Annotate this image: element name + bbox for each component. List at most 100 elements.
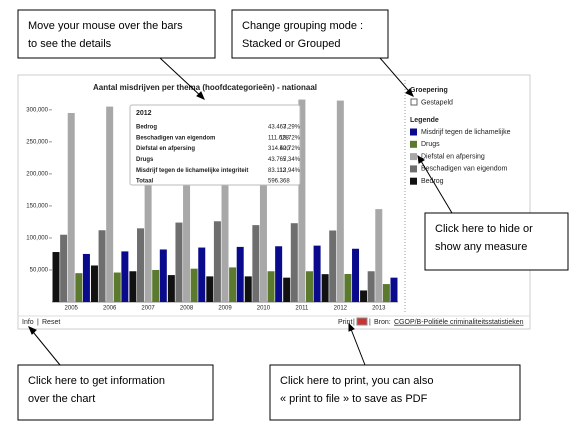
reset-link[interactable]: Reset (42, 319, 60, 326)
callout-text: to see the details (28, 38, 112, 50)
x-tick-label: 2006 (103, 306, 117, 312)
bar[interactable] (90, 265, 98, 302)
bar[interactable] (206, 276, 214, 302)
callout-text: show any measure (435, 241, 527, 253)
stacked-checkbox[interactable] (410, 98, 418, 106)
callout-text: Click here to hide or (435, 223, 533, 235)
bar[interactable] (121, 251, 129, 302)
y-tick-label: 200,000 (26, 171, 48, 177)
tooltip-total-value: 596.368 (268, 179, 290, 185)
bar[interactable] (252, 225, 260, 302)
source-label: Bron: (374, 319, 391, 326)
bar[interactable] (190, 268, 198, 302)
tooltip-percent: 13,94% (280, 168, 301, 174)
bar[interactable] (236, 246, 244, 302)
callout-text: Click here to get information (28, 375, 165, 387)
bar[interactable] (283, 277, 291, 302)
bar[interactable] (67, 113, 75, 302)
legend-swatch[interactable] (410, 165, 417, 173)
callout-box (424, 212, 569, 271)
bar[interactable] (360, 290, 368, 302)
bar[interactable] (52, 252, 60, 302)
tooltip-label: Misdrijf tegen de lichamelijke integrite… (136, 168, 248, 174)
chart-title: Aantal misdrijven per thema (hoofdcatego… (93, 83, 317, 92)
bar[interactable] (352, 248, 360, 302)
tooltip-label: Beschadigen van eigendom (136, 135, 215, 141)
callout-text: « print to file » to save as PDF (280, 393, 428, 405)
x-tick-label: 2010 (257, 306, 271, 312)
bar[interactable] (106, 106, 114, 302)
callout-text: Click here to print, you can also (280, 375, 433, 387)
x-tick-label: 2009 (218, 306, 232, 312)
x-tick-label: 2008 (180, 306, 194, 312)
tooltip-percent: 52,72% (280, 146, 301, 152)
bar[interactable] (137, 228, 145, 302)
bar[interactable] (75, 273, 83, 302)
bar[interactable] (152, 269, 160, 302)
legend-swatch[interactable] (410, 140, 417, 148)
bar[interactable] (129, 271, 137, 302)
y-tick-label: 150,000 (26, 203, 48, 209)
bar[interactable] (321, 274, 329, 302)
legend-swatch[interactable] (410, 153, 417, 161)
pdf-icon[interactable] (356, 317, 368, 326)
x-tick-label: 2007 (141, 306, 155, 312)
source-link[interactable]: CGOP/B-Politiële criminaliteitsstatistie… (394, 319, 524, 326)
footer-separator: | (353, 319, 355, 326)
callout-text: Move your mouse over the bars (28, 20, 183, 32)
stacked-label[interactable]: Gestapeld (421, 99, 453, 106)
bar[interactable] (244, 276, 252, 302)
x-tick-label: 2011 (295, 306, 309, 312)
legend-label[interactable]: Bedrog (421, 178, 444, 185)
bar[interactable] (290, 223, 298, 302)
info-link[interactable]: Info (22, 319, 34, 326)
legend-label[interactable]: Diefstal en afpersing (421, 153, 485, 160)
bar[interactable] (144, 105, 152, 302)
bar[interactable] (382, 284, 390, 302)
bar[interactable] (275, 246, 283, 302)
bar[interactable] (229, 267, 237, 302)
bar[interactable] (298, 99, 306, 302)
y-tick-label: 50,000 (30, 268, 49, 274)
x-tick-label: 2013 (372, 306, 386, 312)
bar[interactable] (267, 271, 275, 302)
bar[interactable] (113, 272, 121, 302)
footer-separator: | (369, 319, 371, 326)
callout-text: Stacked or Grouped (242, 38, 340, 50)
grouping-title: Groepering (410, 87, 448, 94)
bar[interactable] (336, 100, 344, 303)
bar[interactable] (313, 245, 321, 302)
callout-box (17, 9, 216, 59)
bar[interactable] (198, 247, 206, 302)
bar[interactable] (329, 230, 337, 302)
bar[interactable] (60, 234, 68, 302)
tooltip-value: 83.112 (268, 168, 287, 174)
tooltip-title: 2012 (136, 110, 152, 117)
bar[interactable] (367, 271, 375, 302)
bar[interactable] (305, 271, 313, 302)
bar[interactable] (375, 209, 383, 302)
arrows (28, 57, 453, 366)
bar[interactable] (82, 253, 90, 302)
bar[interactable] (183, 104, 191, 302)
bar[interactable] (344, 273, 352, 302)
bar[interactable] (98, 230, 106, 302)
legend-label[interactable]: Drugs (421, 141, 440, 148)
bar[interactable] (213, 221, 221, 302)
tooltip-value: 43.765 (268, 157, 287, 163)
tooltip-total-label: Totaal (136, 179, 154, 185)
bar[interactable] (167, 275, 175, 302)
print-link[interactable]: Print (338, 319, 352, 326)
tooltip-percent: 7,34% (283, 157, 301, 163)
callout-box (231, 9, 389, 59)
bar[interactable] (159, 249, 167, 302)
bar[interactable] (259, 106, 267, 302)
bar[interactable] (175, 222, 183, 302)
bar[interactable] (221, 106, 229, 302)
legend-label[interactable]: Beschadigen van eigendom (421, 166, 508, 173)
tooltip-label: Diefstal en afpersing (136, 146, 195, 152)
legend-swatch[interactable] (410, 128, 417, 136)
legend-swatch[interactable] (410, 177, 417, 185)
bar[interactable] (390, 277, 398, 302)
legend-label[interactable]: Misdrijf tegen de lichamelijke (421, 129, 511, 136)
